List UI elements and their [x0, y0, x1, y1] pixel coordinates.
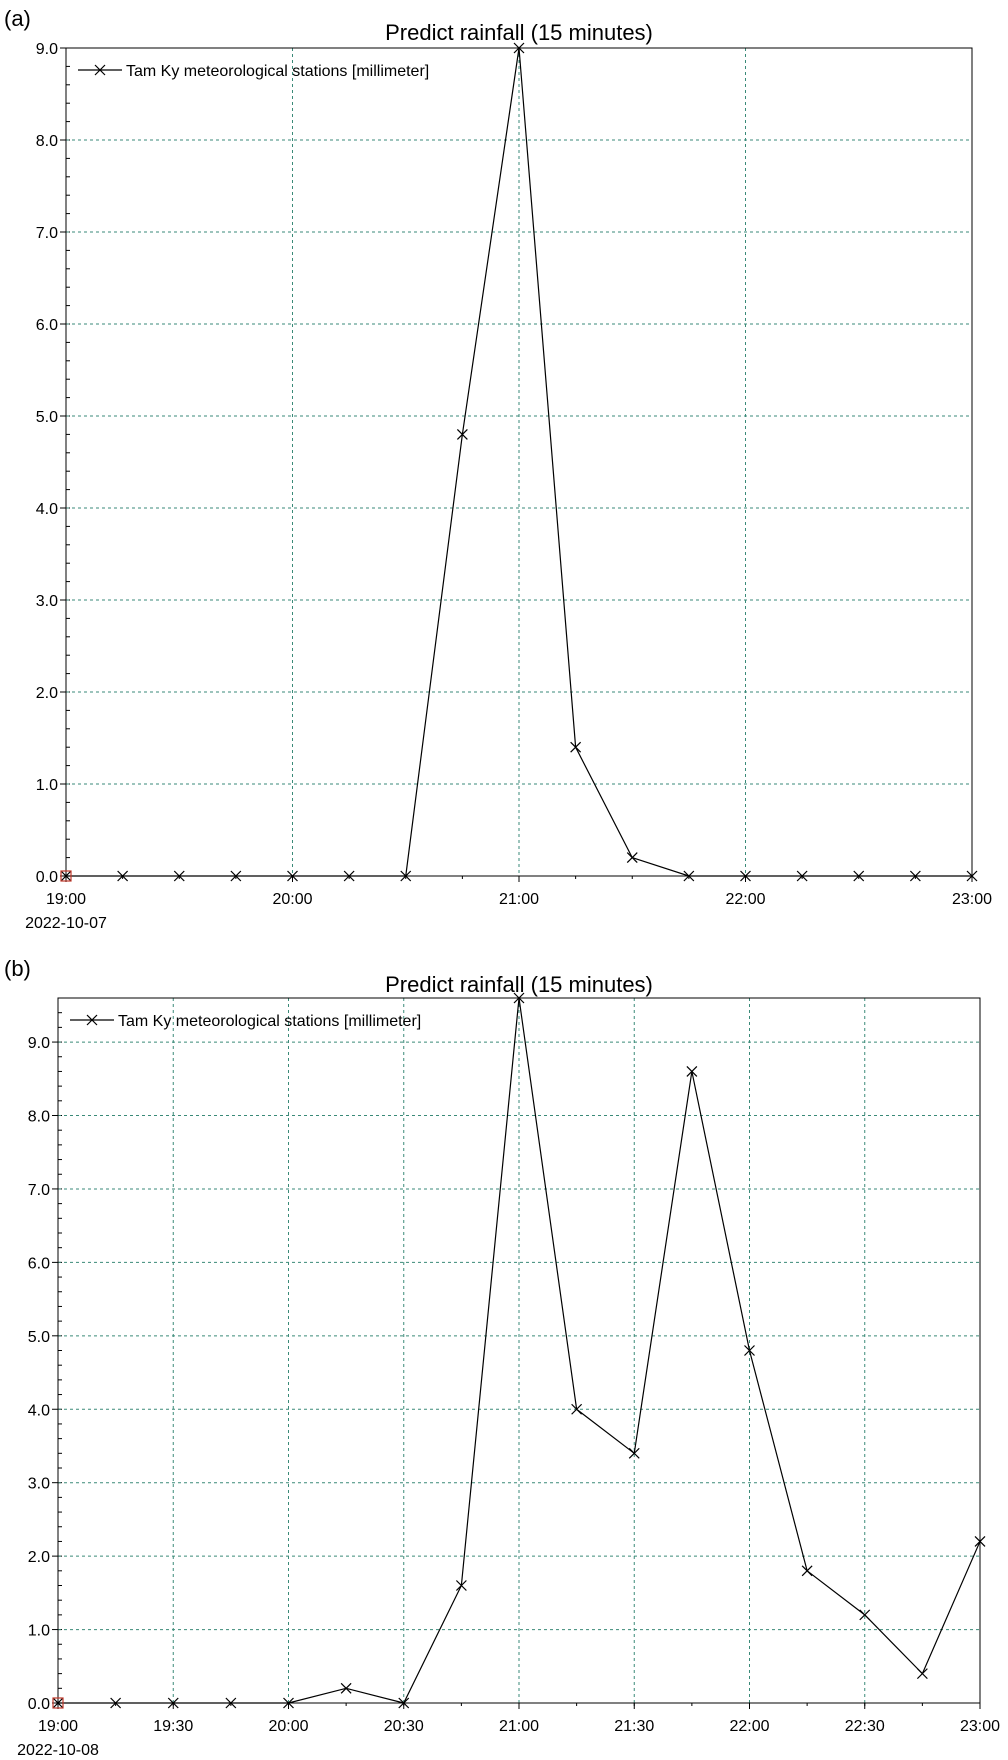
data-point-marker — [966, 870, 978, 882]
legend: Tam Ky meteorological stations [millimet… — [70, 1013, 421, 1030]
data-point-marker — [456, 428, 468, 440]
data-point-marker — [230, 870, 242, 882]
data-point-marker — [859, 1609, 871, 1621]
y-tick-label: 5.0 — [36, 409, 58, 426]
data-point-marker — [916, 1668, 928, 1680]
y-tick-label: 1.0 — [36, 777, 58, 794]
data-point-marker — [796, 870, 808, 882]
data-point-marker — [686, 1066, 698, 1077]
x-tick-label: 20:00 — [268, 1718, 308, 1735]
x-tick-label: 21:30 — [614, 1718, 654, 1735]
x-tick-label: 20:30 — [384, 1718, 424, 1735]
chart-panel-a: (a) Predict rainfall (15 minutes) 0.0 1.0 2.… — [4, 6, 992, 932]
date-label: 2022-10-07 — [25, 915, 107, 932]
y-tick-label: 4.0 — [28, 1402, 50, 1419]
y-tick-label: 2.0 — [28, 1549, 50, 1566]
y-tick-label: 2.0 — [36, 685, 58, 702]
y-tick-label: 9.0 — [36, 41, 58, 58]
chart-title: Predict rainfall (15 minutes) — [385, 972, 653, 997]
y-tick-label: 8.0 — [36, 133, 58, 150]
data-point-marker — [343, 870, 355, 882]
data-point-marker — [513, 42, 525, 54]
series-line — [58, 997, 981, 1704]
y-tick-label: 6.0 — [36, 317, 58, 334]
y-tick-label: 9.0 — [28, 1035, 50, 1052]
data-point-marker — [173, 870, 185, 882]
panel-label: (a) — [4, 6, 31, 31]
y-tick-label: 0.0 — [28, 1696, 50, 1713]
data-point-marker — [974, 1536, 986, 1547]
data-point-marker — [909, 870, 921, 882]
y-tick-label: 7.0 — [36, 225, 58, 242]
data-point-marker — [52, 1697, 64, 1709]
panel-label: (b) — [4, 956, 31, 981]
x-tick-label: 19:00 — [46, 891, 86, 908]
date-label: 2022-10-08 — [17, 1742, 99, 1759]
data-point-marker — [287, 870, 298, 882]
data-point-marker — [628, 1447, 640, 1459]
rainfall-chart-a: (a) Predict rainfall (15 minutes) 0.0 1.0 2.… — [4, 6, 992, 932]
y-tick-label: 4.0 — [36, 501, 58, 518]
y-tick-label: 7.0 — [28, 1182, 50, 1199]
x-tick-label: 22:00 — [729, 1718, 769, 1735]
origin-marker — [52, 1697, 64, 1709]
data-point-marker — [455, 1580, 467, 1591]
data-point-marker — [744, 1345, 755, 1356]
legend: Tam Ky meteorological stations [millimet… — [78, 63, 429, 80]
rainfall-chart-b: (b) Predict rainfall (15 minutes) 0.0 1.0 2.… — [4, 956, 1000, 1759]
y-tick-label: 8.0 — [28, 1109, 50, 1126]
y-minor-ticks — [58, 997, 62, 1704]
origin-marker — [60, 870, 72, 882]
y-tick-label: 3.0 — [28, 1476, 50, 1493]
data-point-marker — [400, 870, 412, 882]
data-point-marker — [853, 870, 865, 882]
legend-label: Tam Ky meteorological stations [millimet… — [126, 63, 429, 80]
data-point-marker — [117, 870, 129, 882]
y-tick-label: 1.0 — [28, 1623, 50, 1640]
x-tick-label: 21:00 — [499, 1718, 539, 1735]
data-point-marker — [225, 1697, 237, 1709]
x-tick-label: 22:30 — [845, 1718, 885, 1735]
x-tick-label: 19:30 — [153, 1718, 193, 1735]
data-point-marker — [513, 992, 525, 1004]
data-point-marker — [110, 1697, 122, 1709]
data-point-marker — [740, 870, 751, 882]
data-point-marker — [570, 741, 582, 753]
x-tick-label: 23:00 — [952, 891, 992, 908]
y-minor-ticks — [66, 47, 70, 877]
data-point-marker — [398, 1697, 410, 1709]
y-tick-label: 5.0 — [28, 1329, 50, 1346]
y-tick-label: 6.0 — [28, 1255, 50, 1272]
legend-label: Tam Ky meteorological stations [millimet… — [118, 1013, 421, 1030]
x-tick-label: 19:00 — [38, 1718, 78, 1735]
chart-title: Predict rainfall (15 minutes) — [385, 20, 653, 45]
x-tick-label: 20:00 — [272, 891, 312, 908]
data-point-marker — [801, 1565, 813, 1577]
legend-marker — [94, 64, 106, 76]
chart-panel-b: (b) Predict rainfall (15 minutes) 0.0 1.0 2.… — [0, 940, 1008, 1760]
data-point-marker — [60, 870, 72, 882]
data-point-marker — [683, 870, 695, 882]
data-point-marker — [167, 1697, 179, 1709]
legend-marker — [86, 1014, 98, 1026]
x-tick-label: 22:00 — [725, 891, 765, 908]
data-point-marker — [340, 1682, 352, 1694]
data-point-marker — [283, 1697, 294, 1709]
y-tick-label: 0.0 — [36, 869, 58, 886]
x-tick-label: 23:00 — [960, 1718, 1000, 1735]
y-tick-label: 3.0 — [36, 593, 58, 610]
data-point-marker — [626, 852, 638, 864]
data-point-marker — [571, 1403, 583, 1415]
x-tick-label: 21:00 — [499, 891, 539, 908]
